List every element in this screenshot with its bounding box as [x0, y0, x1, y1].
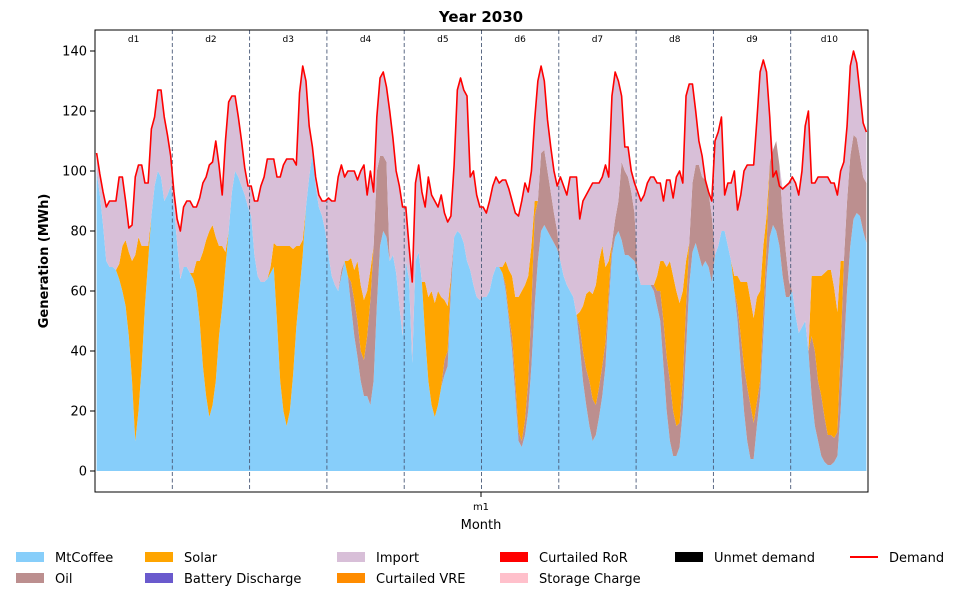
legend-label: MtCoffee: [55, 551, 113, 566]
day-label: d6: [514, 35, 526, 45]
legend-label: Oil: [55, 572, 72, 587]
legend-swatch: [500, 573, 528, 583]
y-tick-label: 140: [62, 45, 87, 60]
legend-label: Import: [376, 551, 419, 566]
legend-label: Solar: [184, 551, 218, 566]
legend-item: MtCoffee: [16, 551, 113, 566]
day-label: d10: [821, 35, 838, 45]
chart-title: Year 2030: [438, 8, 523, 26]
legend-swatch: [500, 552, 528, 562]
x-axis-label: Month: [461, 518, 502, 533]
legend-item: Curtailed RoR: [500, 551, 628, 566]
legend-label: Battery Discharge: [184, 572, 301, 587]
legend-item: Import: [337, 551, 419, 566]
legend-swatch: [145, 552, 173, 562]
day-label: d2: [205, 35, 216, 45]
legend-swatch: [337, 573, 365, 583]
demand-layer: [95, 50, 868, 283]
legend-swatch: [337, 552, 365, 562]
demand-line: [95, 50, 868, 283]
x-axis: m1 Month: [461, 492, 502, 533]
day-label: d7: [592, 35, 603, 45]
day-label: d9: [746, 35, 758, 45]
day-label: d1: [128, 35, 139, 45]
legend-swatch: [16, 552, 44, 562]
legend-swatch: [675, 552, 703, 562]
x-tick-label: m1: [473, 502, 489, 513]
legend-swatch: [145, 573, 173, 583]
legend-item: Storage Charge: [500, 572, 641, 587]
y-tick-label: 120: [62, 105, 87, 120]
legend-label: Demand: [889, 551, 944, 566]
day-label: d5: [437, 35, 448, 45]
legend-label: Curtailed VRE: [376, 572, 465, 587]
legend-label: Curtailed RoR: [539, 551, 628, 566]
day-label: d3: [283, 35, 294, 45]
area-solar: [96, 135, 867, 441]
day-label: d4: [360, 35, 372, 45]
legend-item: Battery Discharge: [145, 572, 301, 587]
legend-item: Curtailed VRE: [337, 572, 465, 587]
legend: MtCoffee Oil Solar Battery Discharge Import C…: [16, 551, 944, 587]
day-separators: [171, 30, 792, 492]
y-tick-label: 60: [70, 285, 87, 300]
day-labels: d1 d2 d3 d4 d5 d6 d7 d8 d9 d10: [128, 35, 838, 45]
y-tick-label: 100: [62, 165, 87, 180]
day-label: d8: [669, 35, 681, 45]
legend-item: Solar: [145, 551, 218, 566]
y-tick-label: 40: [70, 345, 87, 360]
legend-item: Oil: [16, 572, 72, 587]
y-axis-label: Generation (MWh): [37, 194, 52, 329]
legend-item: Demand: [850, 551, 944, 566]
legend-item: Unmet demand: [675, 551, 815, 566]
legend-swatch: [16, 573, 44, 583]
y-axis: 0 20 40 60 80 100 120 140: [62, 45, 95, 480]
legend-label: Unmet demand: [714, 551, 815, 566]
y-tick-label: 0: [79, 465, 87, 480]
y-tick-label: 20: [70, 405, 87, 420]
legend-label: Storage Charge: [539, 572, 641, 587]
y-tick-label: 80: [70, 225, 87, 240]
